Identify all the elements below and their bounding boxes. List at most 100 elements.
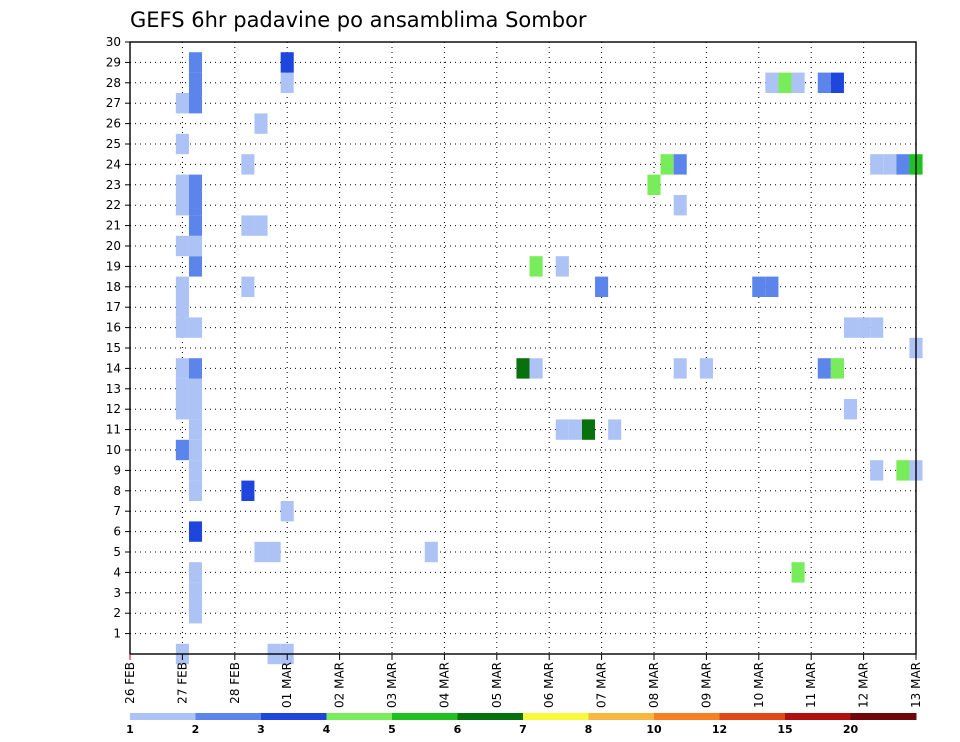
- precip-cell: [870, 460, 884, 481]
- precip-cell: [188, 235, 203, 257]
- precip-cell: [188, 174, 203, 195]
- heatmap-cells: [175, 52, 923, 665]
- legend-swatch: [457, 713, 524, 720]
- precip-cell: [568, 419, 582, 440]
- chart-title: GEFS 6hr padavine po ansamblima Sombor: [130, 8, 587, 32]
- precip-cell: [857, 317, 871, 338]
- x-tick-label: 09 MAR: [699, 662, 713, 708]
- precip-cell: [647, 174, 661, 195]
- legend-swatch: [261, 713, 327, 720]
- precip-cell: [765, 276, 779, 297]
- precip-cell: [830, 72, 844, 93]
- precip-cell: [188, 93, 203, 114]
- y-tick-label: 2: [113, 606, 121, 620]
- legend-label: 5: [388, 723, 396, 736]
- precip-cell: [175, 276, 189, 297]
- legend-swatch: [130, 713, 196, 720]
- y-tick-label: 6: [113, 525, 121, 539]
- y-tick-label: 8: [113, 484, 121, 498]
- precip-cell: [188, 195, 203, 216]
- precip-cell: [188, 582, 203, 603]
- precip-cell: [188, 358, 203, 379]
- legend-label: 7: [519, 723, 527, 736]
- precip-cell: [529, 358, 543, 379]
- y-axis-ticks: 1234567891011121314151617181920212223242…: [106, 35, 130, 641]
- x-tick-label: 04 MAR: [437, 662, 451, 708]
- precip-cell: [673, 154, 687, 175]
- y-tick-label: 28: [106, 76, 121, 90]
- y-tick-label: 3: [113, 586, 121, 600]
- x-tick-label: 12 MAR: [857, 662, 871, 708]
- precip-cell: [752, 276, 766, 297]
- precip-cell: [843, 399, 858, 420]
- legend-swatch: [195, 713, 262, 720]
- legend-swatch: [326, 713, 393, 720]
- precip-cell: [765, 72, 779, 93]
- x-tick-label: 01 MAR: [280, 662, 294, 708]
- legend-label: 12: [712, 723, 727, 736]
- precip-cell: [188, 480, 203, 501]
- precip-cell: [188, 562, 203, 583]
- y-tick-label: 22: [106, 198, 121, 212]
- precip-cell: [188, 521, 203, 542]
- precip-cell: [608, 419, 622, 440]
- precip-cell: [778, 72, 792, 93]
- y-tick-label: 14: [106, 361, 121, 375]
- legend-swatch: [523, 713, 589, 720]
- legend-swatch: [785, 713, 851, 720]
- x-tick-label: 08 MAR: [647, 662, 661, 708]
- y-tick-label: 19: [106, 259, 121, 273]
- color-legend: 1 2 3 4 5 6 7 8 10 12 15 20: [126, 713, 917, 736]
- precip-cell: [555, 256, 569, 277]
- x-tick-label: 11 MAR: [804, 662, 818, 708]
- legend-label: 1: [126, 723, 134, 736]
- precip-cell: [175, 93, 189, 114]
- precip-cell: [175, 174, 189, 195]
- legend-swatch: [850, 713, 917, 720]
- legend-label: 2: [192, 723, 200, 736]
- precip-cell: [188, 72, 203, 93]
- precip-cell: [188, 399, 203, 420]
- precip-cell: [870, 317, 884, 338]
- precip-cell: [791, 72, 805, 93]
- legend-label: 8: [585, 723, 593, 736]
- precip-cell: [188, 52, 203, 73]
- x-tick-label: 26 FEB: [123, 662, 137, 704]
- precip-cell: [660, 154, 674, 175]
- precip-cell: [241, 480, 255, 501]
- x-tick-label: 03 MAR: [385, 662, 399, 708]
- precip-cell: [241, 215, 255, 236]
- precip-cell: [817, 72, 831, 93]
- precip-cell: [280, 72, 294, 93]
- precip-cell: [830, 358, 844, 379]
- legend-swatch: [719, 713, 786, 720]
- precip-cell: [673, 358, 687, 379]
- precip-cell: [896, 460, 910, 481]
- precip-cell: [843, 317, 858, 338]
- y-tick-label: 17: [106, 300, 121, 314]
- precip-cell: [175, 378, 189, 399]
- precip-cell: [188, 419, 203, 440]
- precip-cell: [581, 419, 596, 440]
- x-tick-label: 02 MAR: [333, 662, 347, 708]
- legend-label: 10: [646, 723, 662, 736]
- x-tick-label: 05 MAR: [490, 662, 504, 708]
- precip-cell: [175, 195, 189, 216]
- precip-cell: [254, 113, 268, 134]
- y-tick-label: 30: [106, 35, 121, 49]
- y-tick-label: 25: [106, 137, 121, 151]
- precip-cell: [817, 358, 831, 379]
- precip-cell: [280, 52, 294, 73]
- y-tick-label: 11: [106, 423, 121, 437]
- precip-cell: [188, 439, 203, 461]
- precip-cell: [870, 154, 884, 175]
- y-tick-label: 9: [113, 463, 121, 477]
- y-tick-label: 4: [113, 565, 121, 579]
- y-tick-label: 1: [113, 627, 121, 641]
- precip-cell: [241, 154, 255, 175]
- y-tick-label: 12: [106, 402, 121, 416]
- precip-cell: [516, 358, 530, 379]
- y-tick-label: 21: [106, 219, 121, 233]
